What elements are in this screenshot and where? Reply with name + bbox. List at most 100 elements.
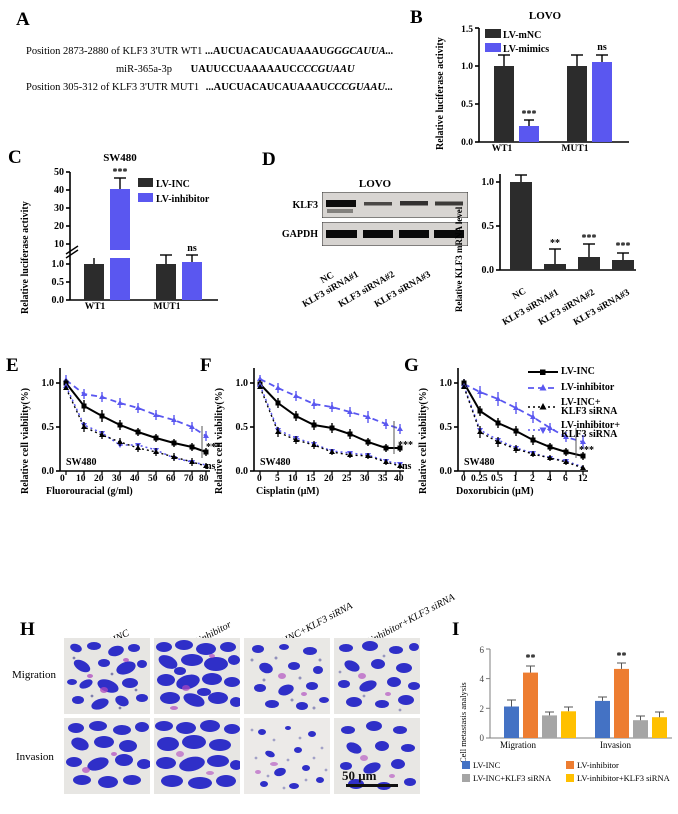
- micrograph-invasion-lv-inc: [64, 718, 150, 794]
- svg-text:20: 20: [54, 221, 64, 232]
- xtick: 40: [394, 474, 404, 484]
- sequence-italic: CCCGUAAU: [296, 64, 355, 75]
- svg-text:LV-mNC: LV-mNC: [503, 30, 541, 41]
- svg-text:***: ***: [616, 241, 631, 252]
- panel-b-svg: 0.0 0.5 1.0 1.5 *** ns LV-mNC LV-mimics: [461, 25, 629, 148]
- panel-f-svg: 0.0 0.5 1.0: [236, 368, 413, 477]
- svg-text:4: 4: [480, 674, 485, 684]
- legend-label: LV-inhibitor: [577, 760, 619, 770]
- bar-xtick: NC: [511, 286, 528, 302]
- panel-c-xtick-wt1: WT1: [84, 302, 106, 312]
- svg-text:***: ***: [206, 442, 220, 453]
- panel-h-images: 50 μm: [64, 638, 420, 794]
- xtick: 70: [184, 474, 194, 484]
- xtick: 80: [199, 474, 209, 484]
- svg-text:***: ***: [582, 233, 597, 244]
- legend-swatch-lv-inc: [462, 761, 470, 769]
- svg-text:1.0: 1.0: [482, 177, 495, 188]
- svg-text:1.0: 1.0: [52, 259, 65, 270]
- panel-c-svg: 0.0 0.5 1.0 10 20 30 40 50 *** ns LV-INC…: [52, 167, 218, 306]
- svg-text:***: ***: [522, 109, 537, 120]
- xtick: 12: [578, 474, 588, 484]
- panel-i-chart: Cell metastasis analysis 0 2 4 6 ** ** M: [452, 645, 678, 775]
- panel-c-chart: Relative luciferase activity 0.0 0.5 1.0…: [14, 166, 234, 316]
- svg-text:SW480: SW480: [464, 457, 495, 468]
- panel-letter-a: A: [16, 9, 30, 30]
- xtick: 0: [257, 474, 262, 484]
- svg-text:1.0: 1.0: [42, 378, 55, 389]
- sequence-plain: ...AUCUACAUCAUAAAU: [205, 82, 328, 93]
- xtick: 0: [461, 474, 466, 484]
- panel-letter-g: G: [404, 355, 419, 376]
- svg-text:ns: ns: [402, 461, 412, 472]
- xtick: 0.25: [471, 474, 488, 484]
- legend-label-line1: LV-INC+: [561, 397, 601, 408]
- micrograph-invasion-lv-inhibitor: [154, 718, 240, 794]
- panel-i-svg: 0 2 4 6 ** **: [480, 645, 672, 743]
- svg-text:0.5: 0.5: [42, 422, 55, 433]
- svg-text:0.0: 0.0: [461, 138, 473, 148]
- svg-text:**: **: [617, 651, 627, 662]
- panel-e-svg: 0.0 0.5 1.0: [42, 368, 220, 477]
- micrograph-invasion-lv-inhibitor-sirna: 50 μm: [334, 718, 420, 794]
- svg-text:6: 6: [480, 645, 485, 655]
- svg-text:0.5: 0.5: [461, 100, 473, 110]
- blot-row-label-klf3: KLF3: [292, 199, 318, 211]
- legend-label-line1: LV-inhibitor+: [561, 420, 621, 431]
- legend-item: LV-INC: [462, 760, 566, 770]
- svg-text:0.0: 0.0: [440, 466, 453, 477]
- panel-g-chart: Relative cell viability(%) 0.0 0.5 1.0: [412, 366, 612, 501]
- panel-f-chart: Relative cell viability(%) 0.0 0.5 1.0: [208, 366, 413, 501]
- svg-text:1.0: 1.0: [236, 378, 249, 389]
- panel-g-xlabel: Doxorubicin (μM): [456, 486, 534, 497]
- svg-text:1.0: 1.0: [461, 62, 473, 72]
- svg-text:**: **: [550, 238, 560, 249]
- panel-h-row-label-migration: Migration: [12, 669, 56, 681]
- legend-swatch-lv-inc-sirna: [462, 774, 470, 782]
- legend-label: LV-INC: [473, 760, 501, 770]
- xtick: 4: [547, 474, 552, 484]
- panel-c-xtick-mut1: MUT1: [153, 302, 181, 312]
- blot-band-klf3: [322, 192, 468, 218]
- legend-item: LV-INC+ KLF3 siRNA: [528, 397, 678, 417]
- panel-i-xtick-migration: Migration: [500, 740, 536, 750]
- legend-marker-dashed: [528, 383, 558, 390]
- sequence-label: Position 2873-2880 of KLF3 3'UTR WT1: [26, 46, 203, 57]
- svg-text:**: **: [526, 653, 536, 664]
- legend-item: LV-inhibitor: [566, 760, 619, 770]
- panel-d-svg: 0.0 0.5 1.0 ** *** ***: [482, 174, 636, 276]
- sequence-row: Position 305-312 of KLF3 3'UTR MUT1 ...A…: [26, 82, 416, 93]
- panel-e-chart: Relative cell viability(%) 0.0 0.5 1.0: [14, 366, 220, 501]
- micrograph-migration-lv-inhibitor-sirna: [334, 638, 420, 714]
- legend-label-line2: KLF3 siRNA: [561, 429, 618, 440]
- svg-text:LV-inhibitor: LV-inhibitor: [156, 194, 210, 205]
- svg-text:0.5: 0.5: [440, 422, 453, 433]
- xtick: 10: [76, 474, 86, 484]
- legend-marker-dotted-blue: [528, 427, 558, 434]
- panel-e-xlabel: Fluorouracial (g/ml): [46, 486, 133, 497]
- svg-text:0.5: 0.5: [482, 221, 495, 232]
- panel-g-svg: 0.0 0.5 1.0: [440, 368, 594, 477]
- svg-text:2: 2: [480, 704, 485, 714]
- xtick: 40: [130, 474, 140, 484]
- svg-text:ns: ns: [597, 42, 607, 53]
- svg-text:LV-INC: LV-INC: [156, 179, 190, 190]
- svg-text:0.0: 0.0: [42, 466, 55, 477]
- svg-text:50: 50: [54, 167, 64, 178]
- svg-text:LV-mimics: LV-mimics: [503, 44, 549, 55]
- svg-text:***: ***: [113, 167, 128, 178]
- xtick: 60: [166, 474, 176, 484]
- legend-swatch-lv-inhibitor: [566, 761, 574, 769]
- svg-text:0: 0: [480, 733, 485, 743]
- svg-text:SW480: SW480: [66, 457, 97, 468]
- legend-label: LV-inhibitor: [561, 382, 615, 393]
- panel-d-chart: Relative KLF3 mRNA level 0.0 0.5 1.0 ** …: [450, 170, 670, 328]
- sequence-row: miR-365a-3p UAUUCCUAAAAAUCCCCGUAAU: [26, 64, 416, 75]
- sequence-italic: CCCGUAAU...: [327, 82, 393, 93]
- svg-text:ns: ns: [206, 461, 216, 472]
- svg-text:***: ***: [579, 445, 594, 456]
- scale-bar-text: 50 μm: [342, 768, 377, 783]
- sequence-label: Position 305-312 of KLF3 3'UTR MUT1: [26, 82, 200, 93]
- legend-item: LV-INC+KLF3 siRNA: [462, 773, 566, 783]
- panel-g-legend: LV-INC LV-inhibitor LV-INC+ KLF3 siRNA L…: [528, 366, 678, 440]
